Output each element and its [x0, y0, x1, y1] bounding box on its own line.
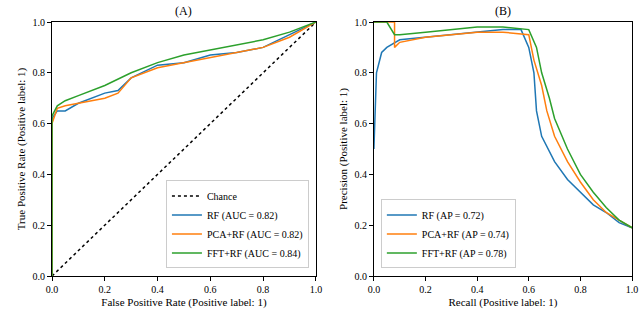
svg-text:0.4: 0.4 [354, 169, 367, 180]
svg-text:FFT+RF (AUC = 0.84): FFT+RF (AUC = 0.84) [207, 248, 301, 260]
svg-text:0.0: 0.0 [354, 271, 367, 282]
svg-text:0.2: 0.2 [419, 284, 432, 295]
svg-text:1.0: 1.0 [310, 284, 323, 295]
svg-text:False Positive Rate (Positive: False Positive Rate (Positive label: 1) [101, 296, 267, 309]
svg-text:0.8: 0.8 [354, 67, 367, 78]
svg-text:0.6: 0.6 [33, 118, 46, 129]
svg-text:0.4: 0.4 [33, 169, 46, 180]
svg-text:0.8: 0.8 [257, 284, 270, 295]
svg-text:0.2: 0.2 [33, 220, 46, 231]
svg-text:0.2: 0.2 [354, 220, 367, 231]
svg-text:Precision (Positive label: 1): Precision (Positive label: 1) [337, 88, 350, 210]
svg-text:PCA+RF (AP = 0.74): PCA+RF (AP = 0.74) [422, 229, 509, 241]
svg-text:0.4: 0.4 [471, 284, 484, 295]
svg-text:Chance: Chance [207, 191, 238, 202]
svg-text:RF (AUC = 0.82): RF (AUC = 0.82) [207, 210, 278, 222]
svg-text:0.0: 0.0 [33, 271, 46, 282]
svg-text:Recall (Positive label: 1): Recall (Positive label: 1) [448, 296, 557, 309]
svg-text:0.4: 0.4 [151, 284, 164, 295]
svg-text:(B): (B) [495, 4, 511, 18]
svg-text:RF (AP = 0.72): RF (AP = 0.72) [422, 210, 484, 222]
svg-text:1.0: 1.0 [354, 17, 367, 28]
svg-text:FFT+RF (AP = 0.78): FFT+RF (AP = 0.78) [422, 248, 507, 260]
svg-text:1.0: 1.0 [33, 17, 46, 28]
svg-text:0.0: 0.0 [46, 284, 59, 295]
svg-text:(A): (A) [175, 4, 192, 18]
svg-text:0.6: 0.6 [354, 118, 367, 129]
svg-text:0.8: 0.8 [574, 284, 587, 295]
svg-text:PCA+RF (AUC = 0.82): PCA+RF (AUC = 0.82) [207, 229, 303, 241]
svg-text:True Positive Rate (Positive l: True Positive Rate (Positive label: 1) [15, 67, 28, 230]
svg-text:0.0: 0.0 [368, 284, 381, 295]
svg-text:0.8: 0.8 [33, 67, 46, 78]
svg-text:0.6: 0.6 [204, 284, 217, 295]
svg-text:1.0: 1.0 [626, 284, 639, 295]
svg-text:0.2: 0.2 [99, 284, 112, 295]
svg-text:0.6: 0.6 [523, 284, 536, 295]
